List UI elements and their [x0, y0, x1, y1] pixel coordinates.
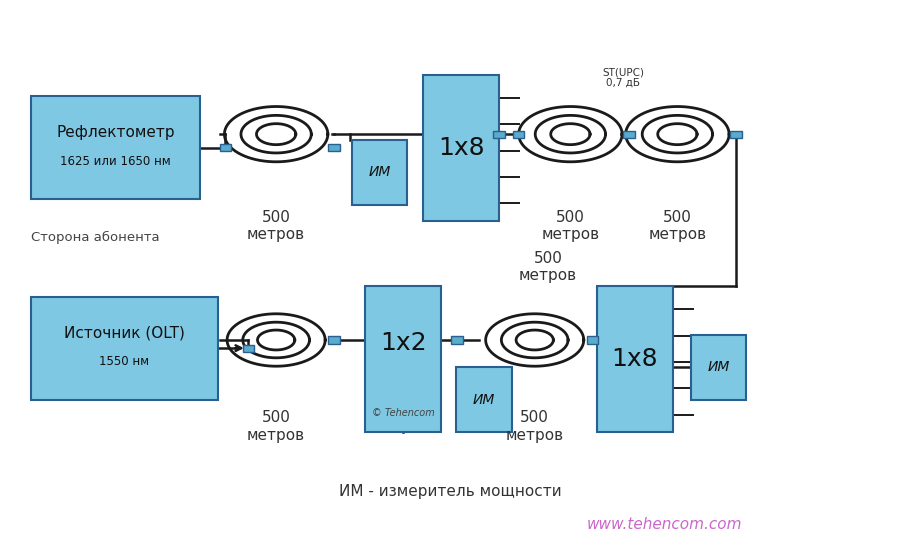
Bar [328, 144, 340, 151]
Bar [493, 131, 505, 138]
Bar [243, 345, 255, 351]
Text: 500
метров: 500 метров [248, 210, 305, 243]
Bar [451, 337, 463, 344]
Text: © Tehencom: © Tehencom [372, 408, 435, 418]
Text: ИМ: ИМ [368, 165, 391, 179]
Text: 1х2: 1х2 [380, 331, 427, 355]
FancyBboxPatch shape [365, 286, 441, 432]
FancyBboxPatch shape [597, 286, 673, 432]
Text: ST(UPC)
0,7 дБ: ST(UPC) 0,7 дБ [602, 67, 644, 88]
Text: 1х8: 1х8 [612, 347, 658, 371]
FancyBboxPatch shape [352, 140, 407, 205]
Text: 500
метров: 500 метров [248, 410, 305, 443]
FancyBboxPatch shape [456, 367, 511, 432]
Text: 500
метров: 500 метров [506, 410, 563, 443]
Bar [220, 144, 231, 151]
Bar [731, 131, 742, 138]
Text: ИМ: ИМ [472, 393, 495, 406]
Text: Источник (OLT): Источник (OLT) [64, 326, 185, 340]
Text: www.tehencom.com: www.tehencom.com [586, 516, 742, 532]
Bar [624, 131, 635, 138]
FancyBboxPatch shape [691, 334, 746, 400]
Text: Рефлектометр: Рефлектометр [57, 125, 175, 140]
Bar [513, 131, 525, 138]
Text: 500
метров: 500 метров [519, 251, 577, 283]
Text: 500
метров: 500 метров [648, 210, 706, 243]
Bar [328, 337, 340, 344]
FancyBboxPatch shape [31, 296, 218, 400]
Text: 1х8: 1х8 [437, 136, 484, 160]
FancyBboxPatch shape [423, 75, 499, 221]
Text: 500
метров: 500 метров [541, 210, 599, 243]
FancyBboxPatch shape [31, 96, 201, 199]
Bar [587, 337, 599, 344]
Text: 1550 нм: 1550 нм [100, 355, 149, 368]
Text: 1625 или 1650 нм: 1625 или 1650 нм [60, 155, 171, 168]
Text: Сторона абонента: Сторона абонента [31, 230, 159, 244]
Text: ИМ - измеритель мощности: ИМ - измеритель мощности [338, 484, 562, 499]
Text: ИМ: ИМ [707, 360, 730, 374]
